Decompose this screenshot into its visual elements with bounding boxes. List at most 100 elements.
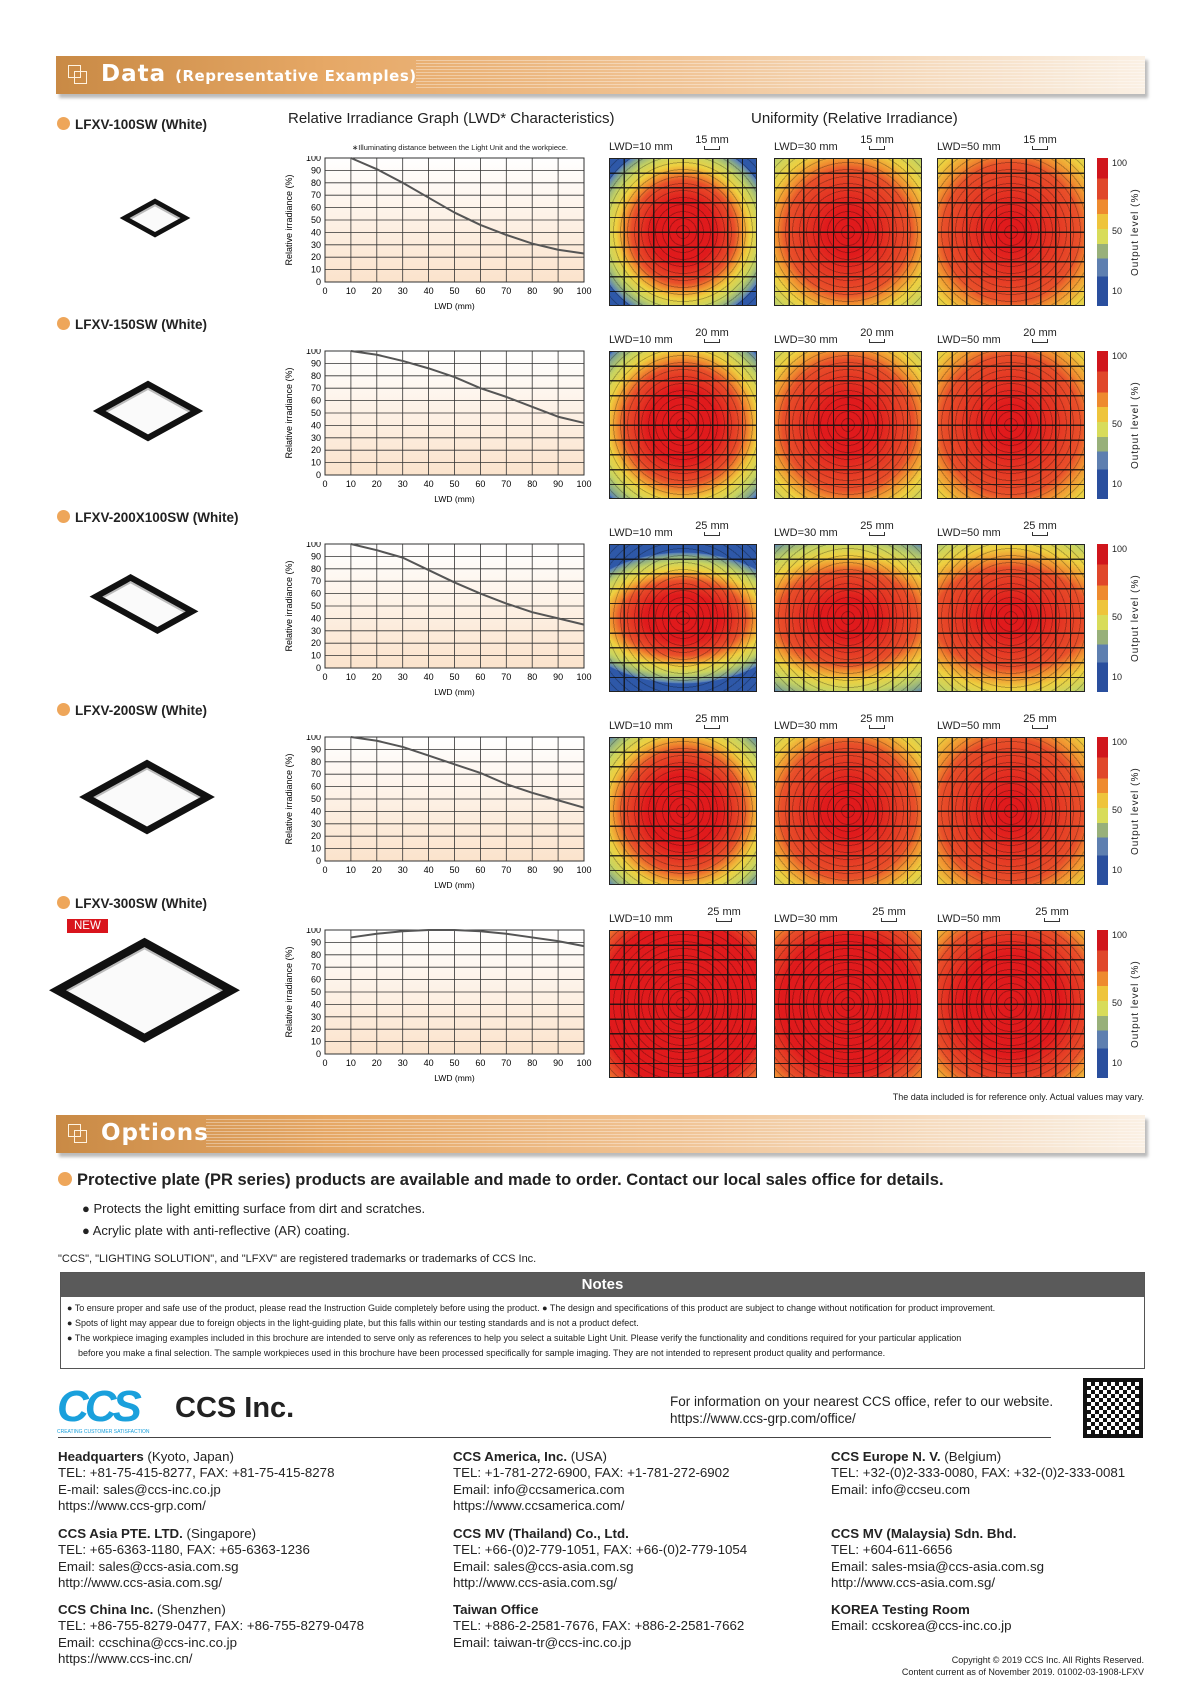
office-block: KOREA Testing Room Email: ccskorea@ccs-in…	[831, 1602, 1012, 1635]
x-tick-label: 80	[527, 865, 537, 875]
y-tick-label: 70	[311, 962, 321, 972]
office-block: CCS Asia PTE. LTD. (Singapore) TEL: +65-6…	[58, 1526, 310, 1591]
x-tick-label: 40	[424, 286, 434, 296]
x-tick-label: 50	[449, 479, 459, 489]
office-contact[interactable]: Email: ccskorea@ccs-inc.co.jp	[831, 1618, 1012, 1634]
scale-bar: 25 mm	[704, 906, 744, 922]
office-contact: TEL: +66-(0)2-779-1051, FAX: +66-(0)2-77…	[453, 1542, 748, 1558]
y-tick-label: 80	[311, 178, 321, 188]
x-tick-label: 0	[322, 286, 327, 296]
y-tick-label: 20	[311, 1024, 321, 1034]
office-contact[interactable]: http://www.ccs-asia.com.sg/	[453, 1574, 618, 1590]
y-tick-label: 80	[311, 371, 321, 381]
office-name: Taiwan Office	[453, 1602, 539, 1617]
office-contact[interactable]: Email: info@ccseu.com	[831, 1481, 971, 1497]
x-tick-label: 10	[346, 672, 356, 682]
x-tick-label: 100	[576, 865, 591, 875]
x-tick-label: 90	[553, 286, 563, 296]
irradiance-line	[350, 157, 585, 255]
company-name: CCS Inc.	[175, 1392, 295, 1424]
office-contact[interactable]: Email: sales@ccs-asia.com.sg	[58, 1558, 239, 1574]
scale-bar: 25 mm	[869, 906, 909, 922]
colorbar-tick: 50	[1112, 612, 1123, 622]
office-contact[interactable]: Email: ccschina@ccs-inc.co.jp	[58, 1634, 238, 1650]
office-block: CCS MV (Thailand) Co., Ltd. TEL: +66-(0)2…	[453, 1526, 747, 1591]
x-tick-label: 30	[398, 479, 408, 489]
lwd-label: LWD=10 mm	[609, 720, 673, 732]
scale-bar: 15 mm	[857, 134, 897, 150]
colorbar	[1097, 544, 1108, 692]
scale-bar-icon	[1032, 532, 1048, 536]
y-tick-label: 80	[311, 564, 321, 574]
scale-bar-icon	[704, 339, 720, 343]
lwd-label: LWD=50 mm	[937, 720, 1001, 732]
product-title: LFXV-200X100SW (White)	[57, 510, 239, 525]
office-contact[interactable]: http://www.ccs-asia.com.sg/	[831, 1574, 996, 1590]
y-tick-label: 0	[316, 470, 321, 480]
lwd-label: LWD=10 mm	[609, 527, 673, 539]
office-contact[interactable]: Email: sales@ccs-asia.com.sg	[453, 1558, 634, 1574]
copyright: Copyright © 2019 CCS Inc. All Rights Res…	[951, 1655, 1144, 1665]
y-tick-label: 100	[306, 542, 321, 549]
y-tick-label: 40	[311, 420, 321, 430]
colorbar-label: Output level (%)	[1130, 188, 1141, 276]
divider	[58, 1437, 1051, 1438]
y-tick-label: 100	[306, 928, 321, 935]
scale-bar: 25 mm	[1020, 713, 1060, 729]
scale-bar-icon	[1032, 146, 1048, 150]
bullet-dot	[57, 317, 70, 330]
graph-title: Relative Irradiance Graph (LWD* Characte…	[288, 110, 615, 127]
y-tick-label: 40	[311, 999, 321, 1009]
office-contact[interactable]: Email: taiwan-tr@ccs-inc.co.jp	[453, 1634, 632, 1650]
data-section-title: Data	[101, 61, 167, 87]
uniformity-heatmap	[774, 737, 922, 885]
y-tick-label: 50	[311, 215, 321, 225]
uniformity-heatmap	[937, 544, 1085, 692]
y-tick-label: 20	[311, 252, 321, 262]
scale-bar: 25 mm	[857, 713, 897, 729]
notes-box: Notes ● To ensure proper and safe use of…	[60, 1272, 1145, 1369]
office-contact[interactable]: https://www.ccs-inc.cn/	[58, 1650, 193, 1666]
office-location: (USA)	[567, 1449, 607, 1464]
x-axis-label: LWD (mm)	[434, 880, 475, 890]
colorbar-tick: 100	[1112, 930, 1128, 940]
colorbar-tick: 10	[1112, 286, 1123, 296]
lwd-label: LWD=30 mm	[774, 720, 838, 732]
y-tick-label: 60	[311, 396, 321, 406]
office-contact[interactable]: https://www.ccsamerica.com/	[453, 1497, 625, 1513]
x-axis-label: LWD (mm)	[434, 1073, 475, 1083]
scale-bar-icon	[704, 532, 720, 536]
data-section-banner: Data (Representative Examples)	[56, 56, 1145, 94]
uniformity-heatmap	[774, 158, 922, 306]
office-contact[interactable]: Email: sales-msia@ccs-asia.com.sg	[831, 1558, 1044, 1574]
uniformity-heatmap	[774, 351, 922, 499]
office-name: CCS Europe N. V.	[831, 1449, 941, 1464]
qr-code[interactable]	[1083, 1378, 1143, 1438]
ccs-logo: CCS Creating Customer Satisfaction	[57, 1382, 150, 1436]
colorbar-tick: 100	[1112, 737, 1128, 747]
scale-bar-icon	[1032, 725, 1048, 729]
office-contact[interactable]: Email: info@ccsamerica.com	[453, 1481, 625, 1497]
x-tick-label: 70	[501, 672, 511, 682]
lwd-label: LWD=30 mm	[774, 527, 838, 539]
product-image	[80, 367, 215, 455]
irradiance-line	[350, 543, 585, 626]
data-section-subtitle: (Representative Examples)	[175, 67, 417, 85]
x-tick-label: 100	[576, 286, 591, 296]
office-url[interactable]: https://www.ccs-grp.com/office/	[670, 1411, 856, 1426]
office-contact[interactable]: E-mail: sales@ccs-inc.co.jp	[58, 1481, 221, 1497]
product-title: LFXV-200SW (White)	[57, 703, 207, 718]
x-tick-label: 30	[398, 865, 408, 875]
office-block: CCS Europe N. V. (Belgium) TEL: +32-(0)2-…	[831, 1449, 1125, 1498]
y-tick-label: 70	[311, 576, 321, 586]
office-name: CCS America, Inc.	[453, 1449, 568, 1464]
colorbar-tick: 50	[1112, 226, 1123, 236]
office-contact[interactable]: http://www.ccs-asia.com.sg/	[58, 1574, 223, 1590]
y-tick-label: 10	[311, 1037, 321, 1047]
y-tick-label: 50	[311, 794, 321, 804]
office-contact[interactable]: https://www.ccs-grp.com/	[58, 1497, 206, 1513]
office-contact: TEL: +1-781-272-6900, FAX: +1-781-272-69…	[453, 1465, 730, 1481]
y-tick-label: 60	[311, 203, 321, 213]
colorbar-tick: 50	[1112, 419, 1123, 429]
bullet-dot	[58, 1172, 72, 1186]
